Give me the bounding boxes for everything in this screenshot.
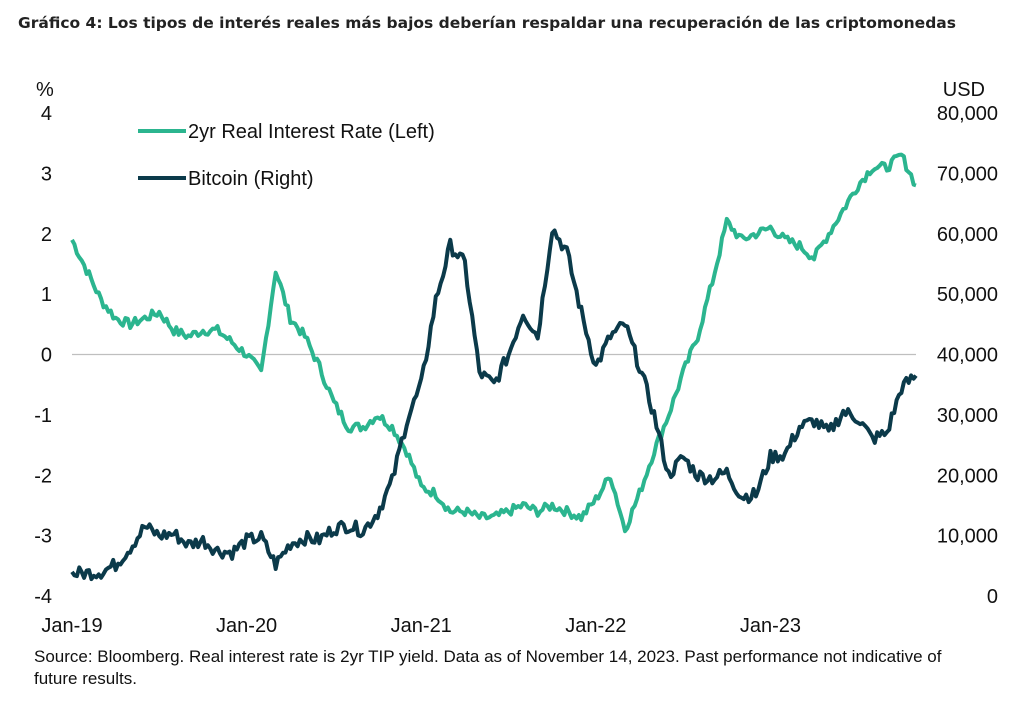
left-tick-label: -1 (34, 405, 52, 427)
right-tick-label: 10,000 (937, 526, 998, 548)
chart-title: Gráfico 4: Los tipos de interés reales m… (18, 14, 956, 32)
left-tick-label: 4 (41, 103, 52, 125)
left-tick-label: 1 (41, 284, 52, 306)
right-tick-label: 70,000 (937, 163, 998, 185)
bitcoin-series-line (70, 228, 918, 582)
right-tick-label: 0 (987, 586, 998, 608)
right-tick-label: 40,000 (937, 345, 998, 367)
right-tick-label: 50,000 (937, 284, 998, 306)
left-tick-label: -4 (34, 586, 52, 608)
x-tick-label: Jan-22 (565, 615, 626, 637)
left-tick-label: 0 (41, 345, 52, 367)
left-tick-label: -3 (34, 526, 52, 548)
x-tick-label: Jan-23 (740, 615, 801, 637)
right-tick-label: 60,000 (937, 224, 998, 246)
left-tick-label: 2 (41, 224, 52, 246)
right-axis-unit: USD (943, 79, 985, 101)
x-tick-label: Jan-21 (391, 615, 452, 637)
right-tick-label: 80,000 (937, 103, 998, 125)
left-tick-label: 3 (41, 163, 52, 185)
x-tick-label: Jan-19 (41, 615, 102, 637)
legend-bitcoin-label: Bitcoin (Right) (188, 168, 314, 190)
right-tick-label: 20,000 (937, 465, 998, 487)
x-tick-label: Jan-20 (216, 615, 277, 637)
dual-axis-line-chart: % USD 4 3 2 1 0 -1 -2 -3 -4 80,000 70,000 60,000 50,00… (34, 79, 998, 637)
right-tick-label: 30,000 (937, 405, 998, 427)
left-axis-unit: % (36, 79, 54, 101)
legend-rate-label: 2yr Real Interest Rate (Left) (188, 121, 435, 143)
left-tick-label: -2 (34, 465, 52, 487)
rate-series-line (70, 152, 917, 534)
source-note: Source: Bloomberg. Real interest rate is… (34, 647, 942, 688)
